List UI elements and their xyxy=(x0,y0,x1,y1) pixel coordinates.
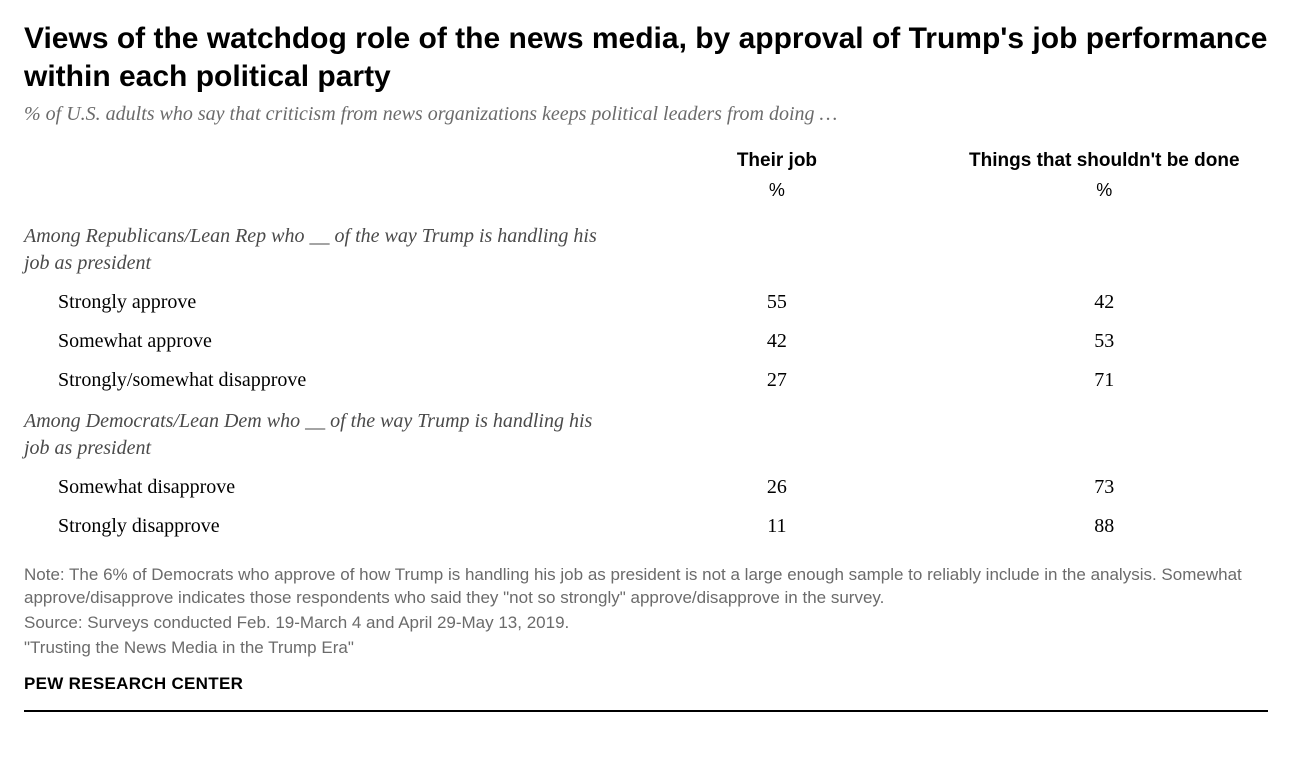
group-header: Among Republicans/Lean Rep who __ of the… xyxy=(24,215,613,283)
table-row: Strongly/somewhat disapprove 27 71 xyxy=(24,361,1268,400)
cell-value: 53 xyxy=(941,322,1268,361)
reference-text: "Trusting the News Media in the Trump Er… xyxy=(24,637,1268,660)
cell-value: 42 xyxy=(941,283,1268,322)
cell-value: 88 xyxy=(941,507,1268,546)
data-table: Their job Things that shouldn't be done … xyxy=(24,144,1268,546)
table-row: Somewhat approve 42 53 xyxy=(24,322,1268,361)
cell-value: 42 xyxy=(613,322,940,361)
column-header: Their job xyxy=(613,144,940,178)
cell-value: 27 xyxy=(613,361,940,400)
figure-subtitle: % of U.S. adults who say that criticism … xyxy=(24,103,1268,126)
table-row: Strongly disapprove 11 88 xyxy=(24,507,1268,546)
group-header-row: Among Democrats/Lean Dem who __ of the w… xyxy=(24,400,1268,468)
cell-value: 73 xyxy=(941,468,1268,507)
column-unit: % xyxy=(613,178,940,215)
row-label: Somewhat disapprove xyxy=(24,468,613,507)
row-label: Somewhat approve xyxy=(24,322,613,361)
table-row: Somewhat disapprove 26 73 xyxy=(24,468,1268,507)
cell-value: 11 xyxy=(613,507,940,546)
figure-notes: Note: The 6% of Democrats who approve of… xyxy=(24,564,1268,660)
figure-title: Views of the watchdog role of the news m… xyxy=(24,20,1268,95)
column-header: Things that shouldn't be done xyxy=(941,144,1268,178)
bottom-rule xyxy=(24,710,1268,712)
cell-value: 55 xyxy=(613,283,940,322)
cell-value: 71 xyxy=(941,361,1268,400)
table-header-row: Their job Things that shouldn't be done xyxy=(24,144,1268,178)
table-unit-row: % % xyxy=(24,178,1268,215)
figure-container: Views of the watchdog role of the news m… xyxy=(0,0,1292,732)
cell-value: 26 xyxy=(613,468,940,507)
row-label: Strongly/somewhat disapprove xyxy=(24,361,613,400)
note-text: Note: The 6% of Democrats who approve of… xyxy=(24,564,1268,610)
row-label: Strongly disapprove xyxy=(24,507,613,546)
brand-label: PEW RESEARCH CENTER xyxy=(24,674,1268,694)
row-label: Strongly approve xyxy=(24,283,613,322)
group-header-row: Among Republicans/Lean Rep who __ of the… xyxy=(24,215,1268,283)
column-unit: % xyxy=(941,178,1268,215)
group-header: Among Democrats/Lean Dem who __ of the w… xyxy=(24,400,613,468)
table-row: Strongly approve 55 42 xyxy=(24,283,1268,322)
source-text: Source: Surveys conducted Feb. 19-March … xyxy=(24,612,1268,635)
